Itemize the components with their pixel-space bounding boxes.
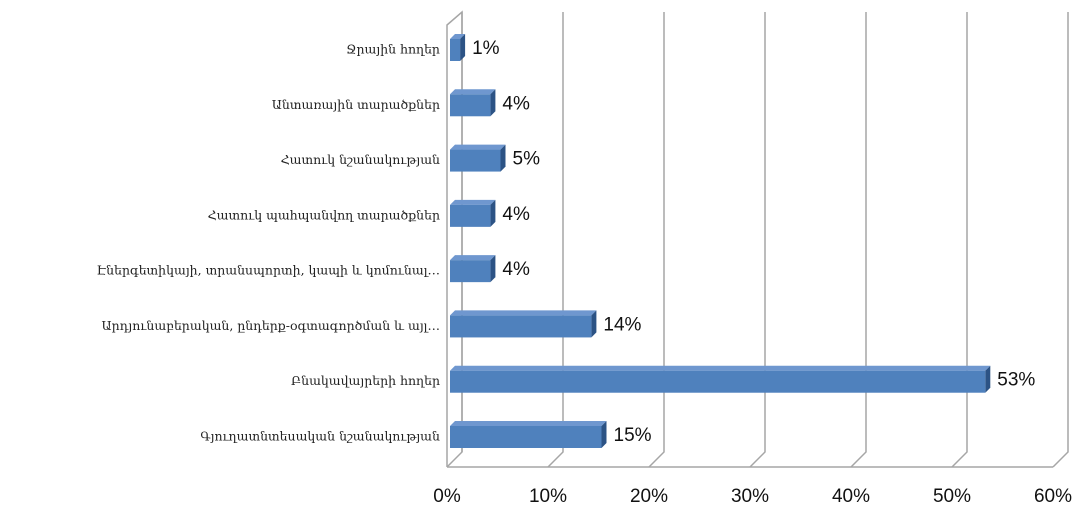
- bar-top: [450, 365, 991, 371]
- x-tick-label: 50%: [933, 486, 971, 507]
- x-tick-label: 0%: [433, 486, 461, 507]
- grid-line: [1052, 12, 1069, 468]
- bar: [450, 94, 491, 117]
- value-label: 5%: [513, 149, 541, 170]
- value-label: 4%: [502, 204, 530, 225]
- bar: [450, 149, 501, 172]
- bar-side: [601, 421, 607, 448]
- value-label: 4%: [502, 93, 530, 114]
- bar: [450, 370, 986, 393]
- bar-top: [450, 34, 466, 39]
- value-label: 4%: [502, 259, 530, 280]
- category-label: Էներգետիկայի, տրանսպորտի, կապի և կոմունա…: [97, 263, 440, 278]
- bar-top: [450, 310, 597, 316]
- category-label: Անտառային տարածքներ: [272, 97, 440, 112]
- bar-top: [450, 199, 496, 205]
- bar-side: [985, 365, 991, 393]
- bar-side: [591, 310, 597, 338]
- bar: [450, 39, 461, 61]
- bar-side: [490, 255, 496, 283]
- bar-top: [450, 255, 496, 261]
- bar-side: [490, 89, 496, 117]
- value-label: 1%: [472, 38, 500, 59]
- value-label: 14%: [603, 314, 641, 335]
- bar-side: [490, 199, 496, 227]
- bar: [450, 426, 602, 448]
- grid-line: [547, 12, 564, 468]
- bar: [450, 315, 592, 338]
- grid-line: [951, 12, 968, 468]
- x-tick-label: 10%: [529, 486, 567, 507]
- category-label: Հատուկ նշանակության: [281, 152, 440, 167]
- value-label: 15%: [614, 425, 652, 446]
- grid-line: [850, 12, 867, 468]
- category-label: Արդյունաբերական, ընդերք-օգտագործման և այ…: [102, 318, 440, 333]
- left-wall: [446, 10, 463, 467]
- bar-top: [450, 421, 607, 426]
- category-label: Բնակավայրերի հողեր: [291, 373, 440, 388]
- x-tick-label: 20%: [630, 486, 668, 507]
- category-label: Հատուկ պահպանվող տարածքներ: [208, 207, 440, 222]
- bar-side: [460, 34, 466, 61]
- bar-top: [450, 144, 506, 150]
- bar-top: [450, 89, 496, 95]
- x-tick-label: 30%: [731, 486, 769, 507]
- bar: [450, 260, 491, 283]
- x-tick-label: 60%: [1034, 486, 1072, 507]
- x-tick-label: 40%: [832, 486, 870, 507]
- grid-line: [446, 12, 463, 468]
- grid-line: [648, 12, 665, 468]
- category-label: Ջրային հողեր: [346, 42, 440, 57]
- bar: [450, 204, 491, 227]
- bar-side: [500, 144, 506, 172]
- category-label: Գյուղատնտեսական նշանակության: [200, 429, 440, 444]
- value-label: 53%: [997, 370, 1035, 391]
- grid-line: [749, 12, 766, 468]
